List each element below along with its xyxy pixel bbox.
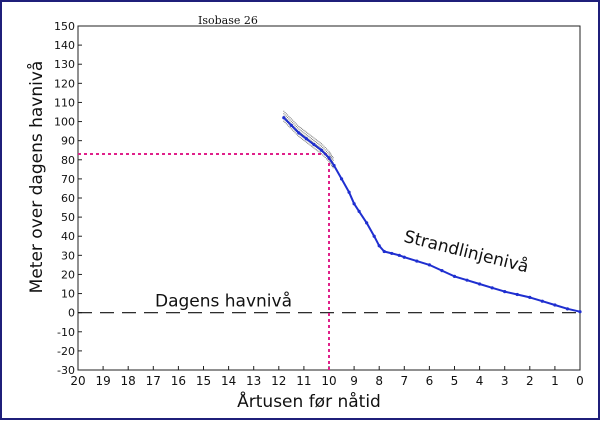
data-point — [541, 300, 544, 303]
series-line-strandlinjeniva — [284, 118, 580, 312]
data-point — [332, 164, 335, 167]
y-tick-label: 140 — [54, 39, 75, 52]
y-tick-label: 150 — [54, 20, 75, 33]
x-tick-label: 5 — [451, 374, 459, 388]
y-tick-label: 80 — [61, 154, 75, 167]
y-tick-label: 30 — [61, 249, 75, 262]
data-point — [347, 191, 350, 194]
x-tick-label: 13 — [246, 374, 261, 388]
data-point — [578, 310, 581, 313]
y-tick-label: 130 — [54, 58, 75, 71]
data-point — [358, 210, 361, 213]
x-tick-label: 18 — [121, 374, 136, 388]
data-point — [282, 116, 285, 119]
data-point — [415, 259, 418, 262]
x-tick-label: 11 — [296, 374, 311, 388]
y-axis-title: Meter over dagens havnivå — [26, 61, 47, 294]
data-point — [297, 131, 300, 134]
y-tick-label: 20 — [61, 268, 75, 281]
data-point — [566, 307, 569, 310]
x-tick-label: 6 — [426, 374, 434, 388]
data-point — [305, 137, 308, 140]
y-tick-label: 90 — [61, 135, 75, 148]
data-point — [327, 156, 330, 159]
data-point — [378, 244, 381, 247]
data-point — [516, 293, 519, 296]
y-tick-label: 70 — [61, 173, 75, 186]
data-point — [398, 254, 401, 257]
y-tick-label: -20 — [57, 345, 75, 358]
data-point — [320, 149, 323, 152]
x-tick-label: 17 — [146, 374, 161, 388]
data-point — [553, 303, 556, 306]
series-label: Strandlinjenivå — [402, 226, 531, 277]
y-tick-label: 50 — [61, 211, 75, 224]
data-point — [503, 290, 506, 293]
x-tick-label: 10 — [321, 374, 336, 388]
x-tick-label: 14 — [221, 374, 236, 388]
x-tick-label: 3 — [501, 374, 509, 388]
x-tick-label: 0 — [576, 374, 584, 388]
y-tick-label: 0 — [68, 307, 75, 320]
x-tick-label: 19 — [95, 374, 110, 388]
data-point — [465, 279, 468, 282]
y-tick-label: 100 — [54, 116, 75, 129]
data-point — [312, 143, 315, 146]
data-point — [290, 124, 293, 127]
data-point — [428, 263, 431, 266]
x-tick-label: 16 — [171, 374, 186, 388]
y-tick-label: 10 — [61, 288, 75, 301]
data-point — [340, 177, 343, 180]
y-tick-label: 120 — [54, 77, 75, 90]
data-point — [365, 221, 368, 224]
x-tick-label: 8 — [375, 374, 383, 388]
x-tick-label: 2 — [526, 374, 534, 388]
data-point — [528, 296, 531, 299]
chart-title: Isobase 26 — [198, 14, 258, 27]
x-tick-label: 1 — [551, 374, 559, 388]
data-point — [373, 235, 376, 238]
data-point — [390, 252, 393, 255]
y-tick-label: -10 — [57, 326, 75, 339]
data-point — [403, 256, 406, 259]
data-point — [353, 202, 356, 205]
y-tick-label: 110 — [54, 96, 75, 109]
data-point — [478, 282, 481, 285]
x-tick-label: 7 — [400, 374, 408, 388]
y-tick-label: 60 — [61, 192, 75, 205]
x-tick-label: 12 — [271, 374, 286, 388]
x-axis-title: Årtusen før nåtid — [237, 390, 381, 412]
x-tick-label: 15 — [196, 374, 211, 388]
x-tick-label: 9 — [350, 374, 358, 388]
data-point — [440, 269, 443, 272]
x-tick-label: 20 — [70, 374, 85, 388]
x-tick-label: 4 — [476, 374, 484, 388]
data-point — [383, 250, 386, 253]
plot-area — [78, 26, 580, 370]
data-point — [491, 286, 494, 289]
sea-level-label: Dagens havnivå — [155, 291, 292, 312]
data-point — [453, 275, 456, 278]
y-tick-label: 40 — [61, 230, 75, 243]
